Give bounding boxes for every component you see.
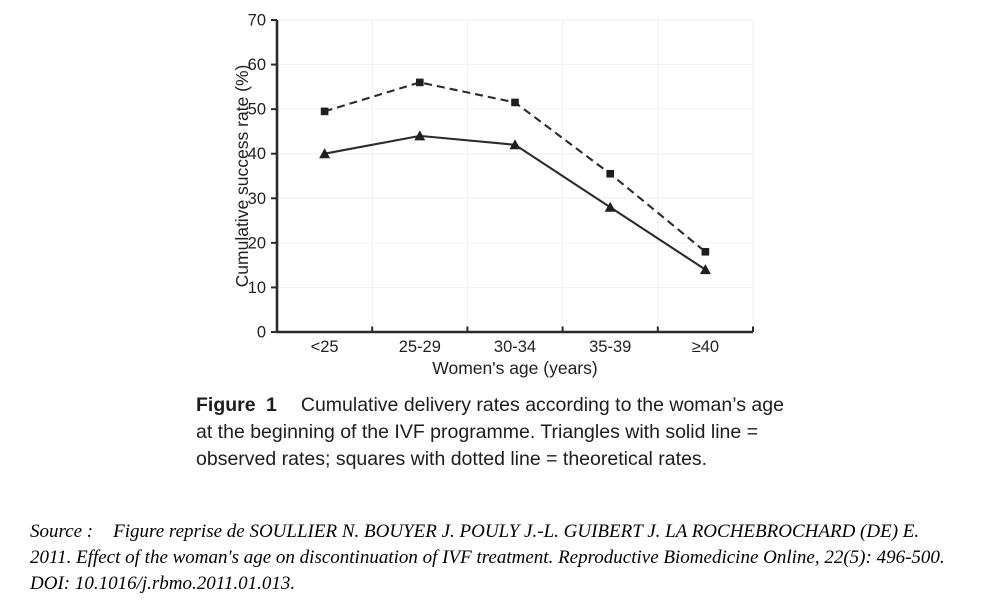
figure-caption-text: Cumulative delivery rates according to t… [196, 394, 784, 470]
figure-caption-label: Figure 1 [196, 394, 277, 416]
square-marker [606, 169, 614, 178]
figure-caption: Figure 1 Cumulative delivery rates accord… [196, 392, 797, 473]
line-chart: 0 10 20 30 40 50 60 70 <25 25-29 30-34 35-39 ≥40 Wome… [232, 12, 754, 378]
triangle-marker [509, 139, 521, 150]
x-tick-label: 25-29 [399, 338, 441, 356]
axis-lines [275, 20, 753, 334]
y-tick-label: 60 [248, 56, 266, 74]
source-text: Figure reprise de SOULLIER N. BOUYER J. … [30, 521, 945, 594]
y-tick-label: 10 [248, 279, 266, 297]
observed-rates-line [324, 134, 706, 271]
triangle-marker [414, 130, 426, 141]
triangle-marker [319, 148, 331, 159]
figure-1-chart: 0 10 20 30 40 50 60 70 <25 25-29 30-34 35-39 ≥40 Wome… [232, 12, 754, 378]
y-tick-label: 50 [248, 101, 266, 119]
x-tick-label: ≥40 [692, 338, 719, 356]
x-axis-title: Women's age (years) [432, 358, 597, 378]
y-tick-label: 40 [248, 145, 266, 163]
y-tick-label: 30 [248, 190, 266, 208]
square-marker [511, 98, 519, 107]
y-tick-label: 20 [248, 234, 266, 252]
theoretical-rates-line [324, 81, 707, 253]
square-marker [320, 107, 329, 116]
source-label: Source : [30, 521, 94, 542]
x-tick-label: <25 [311, 338, 339, 356]
y-tick-label: 70 [248, 12, 266, 30]
square-marker [416, 78, 424, 87]
y-axis-title: Cumulative success rate (%) [232, 65, 252, 288]
square-marker [701, 247, 710, 256]
y-tick-label: 0 [257, 324, 266, 342]
source-note: Source : Figure reprise de SOULLIER N. BO… [30, 519, 962, 597]
x-tick-label: 35-39 [589, 338, 631, 356]
x-tick-label: 30-34 [494, 338, 536, 356]
triangle-marker [699, 264, 711, 275]
triangle-marker [604, 201, 616, 212]
